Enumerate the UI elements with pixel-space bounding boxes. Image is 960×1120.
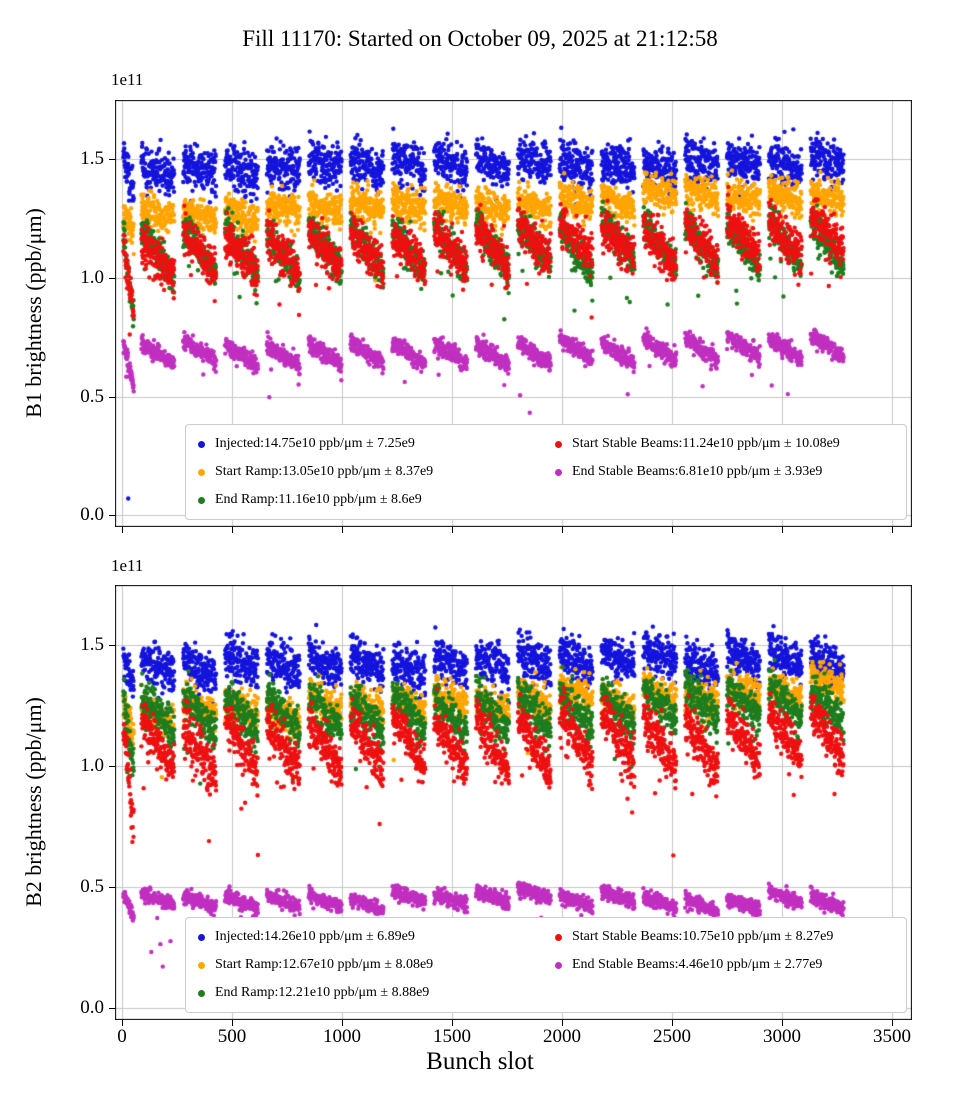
b1-legend: Injected:14.75e10 ppb/μm ± 7.25e9 Start R… xyxy=(185,424,907,520)
legend-entry-label: Start Ramp:12.67e10 ppb/μm ± 8.08e9 xyxy=(215,957,434,972)
legend-entry: End Stable Beams:4.46e10 ppb/μm ± 2.77e9 xyxy=(555,951,833,979)
x-tick-mark xyxy=(342,1020,343,1026)
x-tick-mark xyxy=(672,1020,673,1026)
legend-entry: End Ramp:12.21e10 ppb/μm ± 8.88e9 xyxy=(198,979,555,1007)
x-tick-mark xyxy=(452,1020,453,1026)
x-tick-mark xyxy=(782,1020,783,1026)
y-tick-mark xyxy=(109,887,115,888)
y-tick-mark xyxy=(109,278,115,279)
y-tick-label: 1.0 xyxy=(80,267,104,288)
y-tick-label: 1.5 xyxy=(80,148,104,169)
x-tick-mark xyxy=(122,1020,123,1026)
legend-marker-icon xyxy=(198,933,205,941)
x-tick-mark xyxy=(452,527,453,533)
legend-marker-icon xyxy=(198,440,205,448)
y-tick-mark xyxy=(109,159,115,160)
x-tick-mark xyxy=(672,527,673,533)
x-tick-label: 2000 xyxy=(543,1026,581,1047)
x-tick-mark xyxy=(892,1020,893,1026)
y-tick-mark xyxy=(109,645,115,646)
figure-title: Fill 11170: Started on October 09, 2025 … xyxy=(242,26,718,51)
legend-column: Injected:14.26e10 ppb/μm ± 6.89e9 Start R… xyxy=(198,923,555,1007)
legend-marker-icon xyxy=(555,961,562,969)
x-tick-mark xyxy=(232,1020,233,1026)
x-tick-mark xyxy=(122,527,123,533)
x-tick-mark xyxy=(782,527,783,533)
x-tick-mark xyxy=(562,527,563,533)
legend-entry-label: End Stable Beams:6.81e10 ppb/μm ± 3.93e9 xyxy=(572,464,823,479)
x-tick-label: 2500 xyxy=(653,1026,691,1047)
legend-entry-label: Injected:14.75e10 ppb/μm ± 7.25e9 xyxy=(215,436,415,451)
legend-marker-icon xyxy=(555,468,562,476)
y-tick-mark xyxy=(109,1008,115,1009)
legend-entry-label: Start Ramp:13.05e10 ppb/μm ± 8.37e9 xyxy=(215,464,434,479)
y-tick-mark xyxy=(109,397,115,398)
legend-marker-icon xyxy=(198,989,205,997)
legend-entry-label: Start Stable Beams:11.24e10 ppb/μm ± 10.… xyxy=(572,436,840,451)
y-tick-label: 0.0 xyxy=(80,997,104,1018)
legend-entry: End Stable Beams:6.81e10 ppb/μm ± 3.93e9 xyxy=(555,458,840,486)
legend-marker-icon xyxy=(555,933,562,941)
x-tick-mark xyxy=(232,527,233,533)
legend-entry-label: End Ramp:11.16e10 ppb/μm ± 8.6e9 xyxy=(215,492,422,507)
legend-entry: Start Ramp:13.05e10 ppb/μm ± 8.37e9 xyxy=(198,458,555,486)
legend-marker-icon xyxy=(198,961,205,969)
legend-marker-icon xyxy=(198,468,205,476)
legend-entry-label: Start Stable Beams:10.75e10 ppb/μm ± 8.2… xyxy=(572,929,834,944)
x-tick-mark xyxy=(562,1020,563,1026)
y-tick-mark xyxy=(109,515,115,516)
legend-entry: End Ramp:11.16e10 ppb/μm ± 8.6e9 xyxy=(198,486,555,514)
legend-entry: Injected:14.75e10 ppb/μm ± 7.25e9 xyxy=(198,430,555,458)
legend-entry: Start Ramp:12.67e10 ppb/μm ± 8.08e9 xyxy=(198,951,555,979)
legend-marker-icon xyxy=(555,440,562,448)
x-tick-label: 1500 xyxy=(433,1026,471,1047)
b1-offset-label: 1e11 xyxy=(111,70,144,89)
x-tick-label: 0 xyxy=(117,1026,127,1047)
legend-entry-label: Injected:14.26e10 ppb/μm ± 6.89e9 xyxy=(215,929,415,944)
legend-column: Start Stable Beams:11.24e10 ppb/μm ± 10.… xyxy=(555,430,840,514)
legend-entry: Start Stable Beams:10.75e10 ppb/μm ± 8.2… xyxy=(555,923,833,951)
legend-column: Start Stable Beams:10.75e10 ppb/μm ± 8.2… xyxy=(555,923,833,1007)
legend-marker-icon xyxy=(198,496,205,504)
x-tick-label: 1000 xyxy=(323,1026,361,1047)
b2-offset-label: 1e11 xyxy=(111,556,144,575)
legend-column: Injected:14.75e10 ppb/μm ± 7.25e9 Start R… xyxy=(198,430,555,514)
x-tick-mark xyxy=(342,527,343,533)
legend-entry: Start Stable Beams:11.24e10 ppb/μm ± 10.… xyxy=(555,430,840,458)
x-tick-label: 3500 xyxy=(873,1026,911,1047)
legend-entry: Injected:14.26e10 ppb/μm ± 6.89e9 xyxy=(198,923,555,951)
y-tick-mark xyxy=(109,766,115,767)
legend-entry-label: End Stable Beams:4.46e10 ppb/μm ± 2.77e9 xyxy=(572,957,823,972)
y-tick-label: 0.5 xyxy=(80,386,104,407)
b2-legend: Injected:14.26e10 ppb/μm ± 6.89e9 Start R… xyxy=(185,917,907,1013)
y-tick-label: 1.5 xyxy=(80,634,104,655)
x-axis-label: Bunch slot xyxy=(426,1048,534,1075)
y-tick-label: 1.0 xyxy=(80,755,104,776)
y-tick-label: 0.5 xyxy=(80,876,104,897)
legend-entry-label: End Ramp:12.21e10 ppb/μm ± 8.88e9 xyxy=(215,985,430,1000)
x-tick-label: 3000 xyxy=(763,1026,801,1047)
y-tick-label: 0.0 xyxy=(80,504,104,525)
x-tick-mark xyxy=(892,527,893,533)
x-tick-label: 500 xyxy=(217,1026,247,1047)
